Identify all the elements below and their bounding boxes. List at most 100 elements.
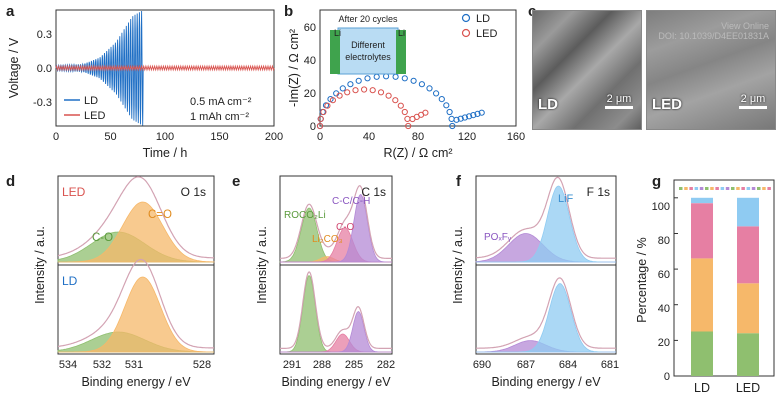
- panel-b-point-led: [336, 92, 343, 99]
- panel-b-tail-point-ld: [457, 115, 464, 122]
- panel-d-xtick-531: 531: [125, 359, 143, 371]
- panel-d-ylabel: Intensity / a.u.: [33, 226, 47, 304]
- panel-g-bar-led-green: [737, 333, 759, 376]
- panel-b-inset: After 20 cycles Li Li Different electrol…: [330, 14, 406, 75]
- panel-d-xtick-532: 532: [93, 359, 111, 371]
- sem-ld-label: LD: [538, 96, 558, 113]
- panel-b-tail-point-ld: [478, 109, 485, 116]
- panel-b-point-ld: [426, 85, 433, 92]
- d-component-ld-c-o: [58, 276, 214, 353]
- panel-b-point-led: [405, 122, 412, 130]
- panel-a-xtick-150: 150: [210, 131, 228, 143]
- panel-g-ytick-100: 100: [652, 201, 670, 213]
- panel-b-point-led: [377, 89, 385, 96]
- panel-a-legend-led: LED: [84, 110, 105, 122]
- panel-f-xtick-684: 684: [559, 359, 577, 371]
- panel-a-ytick-0.3: 0.3: [37, 29, 52, 41]
- panel-a-xlabel: Time / h: [143, 146, 188, 160]
- panel-b-legend-ld-marker: [461, 13, 471, 23]
- panel-a-xtick-100: 100: [156, 131, 174, 143]
- sem-led-label: LED: [652, 96, 682, 113]
- panel-e-ylabel: Intensity / a.u.: [255, 226, 269, 304]
- panel-b-point-led: [352, 87, 359, 94]
- e-envelope-ld: [280, 271, 392, 349]
- panel-a-xtick-50: 50: [104, 131, 116, 143]
- panel-e-xtick-291: 291: [283, 359, 301, 371]
- panel-g-ytick-60: 60: [658, 269, 670, 281]
- panel-g-bar-led-pink: [737, 226, 759, 284]
- panel-b-point-led: [324, 102, 331, 109]
- panel-f-label: f: [456, 173, 462, 190]
- panel-b-point-ld: [448, 115, 455, 123]
- d-envelope-ld: [57, 258, 214, 349]
- panel-g-plot: [674, 187, 771, 377]
- panel-d-bottom-tag: LD: [62, 274, 78, 288]
- panel-b-tail-point-ld: [470, 112, 477, 119]
- f-component-led-lif: [476, 185, 616, 263]
- panel-g-legend-dash: [736, 187, 740, 190]
- panel-d-xlabel: Binding energy / eV: [81, 375, 191, 389]
- sem-image-ld: LD 2 μm: [532, 10, 642, 130]
- d-envelope-led: [57, 176, 214, 259]
- panel-b-point-led: [329, 97, 336, 104]
- panel-b-tail-point-ld: [453, 116, 460, 123]
- panel-b-point-led: [397, 102, 404, 109]
- panel-g-ytick-40: 40: [658, 303, 670, 315]
- panel-b-point-ld: [449, 122, 456, 130]
- panel-f-xtick-687: 687: [517, 359, 535, 371]
- panel-g-legend-dash: [746, 187, 751, 190]
- panel-b-point-ld: [339, 85, 346, 92]
- d-component-led-c-o: [58, 201, 215, 263]
- panel-d-title: O 1s: [181, 185, 206, 199]
- e-envelope-led: [280, 185, 392, 259]
- panel-b-xtick-0: 0: [317, 131, 323, 143]
- panel-g-legend-dash: [694, 187, 699, 190]
- panel-b-point-ld: [446, 108, 453, 116]
- panel-g-legend-dash: [757, 187, 761, 190]
- panel-g-bar-ld-pink: [691, 203, 713, 259]
- panel-b-point-ld: [392, 73, 399, 80]
- panel-g-legend-dash: [710, 187, 714, 190]
- panel-g-legend-dash: [720, 187, 725, 190]
- panel-b-point-led: [385, 92, 392, 99]
- panel-e-peak-roco2li: ROCO₂Li: [284, 210, 326, 221]
- panel-d-peak-cdo: C=O: [148, 209, 172, 221]
- panel-b-point-led: [320, 108, 327, 116]
- panel-b-ytick-60: 60: [304, 22, 316, 34]
- panel-d-label: d: [6, 173, 15, 190]
- inset-li-left: Li: [334, 28, 341, 38]
- panel-f-xlabel: Binding energy / eV: [491, 375, 601, 389]
- panel-b-point-ld: [438, 96, 445, 103]
- panel-b-xtick-40: 40: [363, 131, 375, 143]
- panel-a-note-current: 0.5 mA cm⁻²: [190, 96, 252, 108]
- panel-b-frame: [319, 9, 517, 127]
- panel-d-peak-co: C-O: [92, 232, 113, 244]
- panel-g-label: g: [652, 173, 661, 190]
- panel-g-bar-ld-green: [691, 331, 713, 376]
- panel-g-legend-dash: [705, 187, 709, 190]
- panel-g-legend-dash: [725, 187, 730, 190]
- panel-b-point-led: [317, 115, 324, 123]
- panel-b-point-ld: [410, 77, 417, 84]
- panel-g-legend-dash: [731, 187, 735, 190]
- panel-g-legend-dash: [741, 187, 745, 190]
- panel-b-legend-led: LED: [476, 28, 497, 40]
- panel-a-ylabel: Voltage / V: [7, 37, 21, 98]
- panel-g-legend-dash: [689, 187, 693, 190]
- panel-f-ylabel: Intensity / a.u.: [451, 226, 465, 304]
- panel-g-legend-dash: [679, 187, 683, 190]
- panel-b-point-ld: [401, 75, 408, 82]
- panel-b-point-led: [361, 86, 368, 93]
- panel-b-point-ld: [443, 102, 450, 109]
- panel-g-legend-dash: [762, 187, 766, 190]
- panel-b-point-led: [401, 108, 408, 116]
- panel-b-legend-ld: LD: [476, 13, 490, 25]
- inset-title: After 20 cycles: [338, 14, 398, 24]
- panel-a-series-led: [55, 64, 275, 72]
- panel-b-point-ld: [418, 81, 425, 88]
- inset-li-electrode-left: [330, 30, 340, 74]
- panel-b-tail-point-ld: [466, 113, 473, 120]
- panel-e-peak-li2co3: Li₂CO₃: [312, 234, 343, 245]
- panel-b-point-ld: [355, 77, 362, 84]
